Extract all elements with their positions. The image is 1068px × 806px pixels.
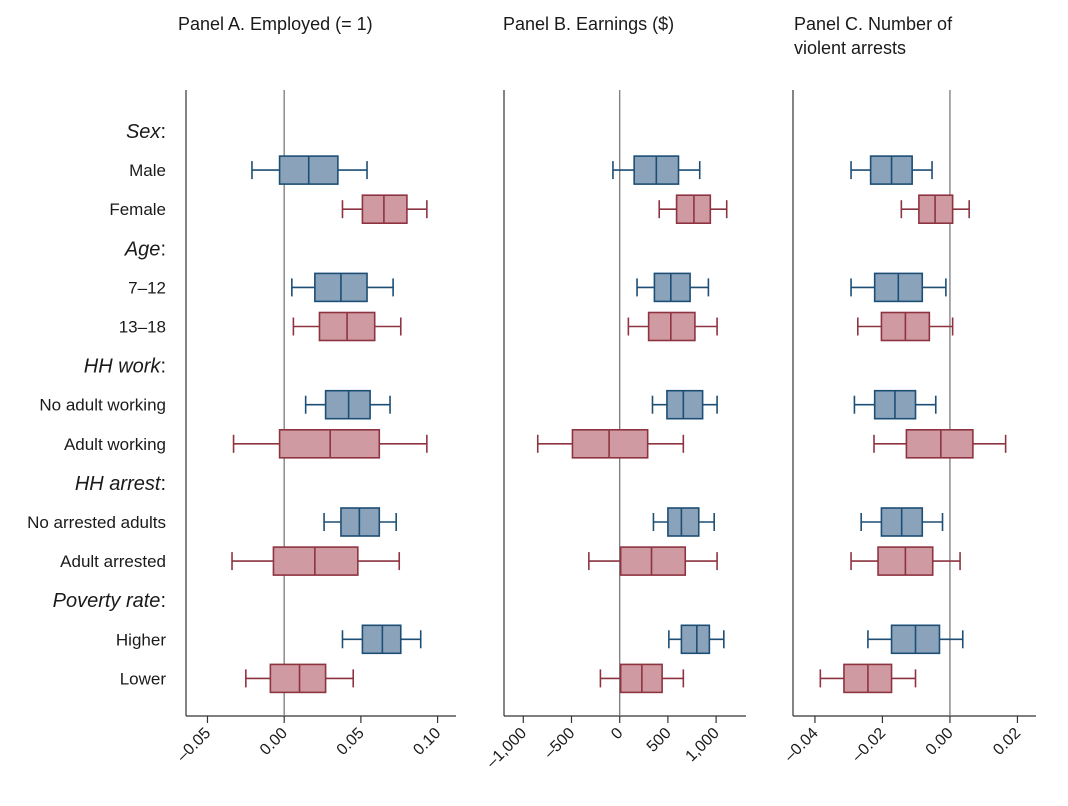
box-female xyxy=(341,194,428,224)
box-no-adult-working xyxy=(304,389,391,420)
iqr-box xyxy=(905,428,974,459)
iqr-box xyxy=(653,272,691,303)
row-label-adult-working: Adult working xyxy=(64,435,166,454)
x-tick-label: 0.10 xyxy=(410,725,444,759)
panel-a: Panel A. Employed (= 1) –0.05 0.00 0.05 0.10 xyxy=(174,14,456,765)
box-lower xyxy=(819,663,917,694)
panel-b: Panel B. Earnings ($) –1,000 –500 0 500 1,000 xyxy=(483,14,746,771)
panel-title: Panel A. Employed (= 1) xyxy=(178,14,373,34)
box-male xyxy=(612,155,701,185)
panel-title: violent arrests xyxy=(794,38,906,58)
x-tick-label: –0.04 xyxy=(781,725,821,765)
panel-title: Panel C. Number of xyxy=(794,14,953,34)
iqr-box xyxy=(619,546,687,576)
x-tick-label: 0 xyxy=(608,725,626,743)
group-label-poverty-rate: Poverty rate: xyxy=(53,590,166,612)
row-label-male: Male xyxy=(129,161,166,180)
panel-c: Panel C. Number of violent arrests –0.04 –0… xyxy=(781,14,1036,765)
iqr-box xyxy=(667,507,700,537)
row-label-female: Female xyxy=(109,200,166,219)
x-tick-label: 0.00 xyxy=(257,725,291,759)
panel-title: Panel B. Earnings ($) xyxy=(503,14,674,34)
box-13-18 xyxy=(627,311,718,342)
x-tick-label: 0.02 xyxy=(990,725,1024,759)
group-label-sex: Sex: xyxy=(126,121,166,143)
box-adult-arrested xyxy=(588,546,718,576)
box-female xyxy=(658,194,728,224)
iqr-box xyxy=(666,389,704,420)
row-label-lower: Lower xyxy=(120,669,167,688)
box-adult-working xyxy=(873,428,1007,459)
x-tick-label: –500 xyxy=(541,725,578,762)
iqr-box xyxy=(680,624,711,655)
box-13-18 xyxy=(292,311,402,342)
row-labels: Sex: Male Female Age: 7–12 13–18 HH work: No ad… xyxy=(27,121,166,688)
box-no-arrested-adults xyxy=(323,507,397,537)
box-adult-arrested xyxy=(850,546,961,576)
group-label-hh-work: HH work: xyxy=(84,356,166,378)
iqr-box xyxy=(269,663,327,694)
row-label-7-12: 7–12 xyxy=(128,278,166,297)
box-no-arrested-adults xyxy=(652,507,715,537)
x-tick-label: 1,000 xyxy=(683,725,723,765)
row-label-13-18: 13–18 xyxy=(119,318,166,337)
x-tick-label: –1,000 xyxy=(483,725,530,772)
box-7-12 xyxy=(850,272,947,303)
box-adult-working xyxy=(232,428,428,459)
group-label-age: Age: xyxy=(124,238,166,260)
box-higher xyxy=(867,624,964,655)
box-lower xyxy=(599,663,685,694)
row-label-adult-arrested: Adult arrested xyxy=(60,552,166,571)
group-label-hh-arrest: HH arrest: xyxy=(75,473,166,495)
x-tick-label: 500 xyxy=(644,725,675,756)
box-13-18 xyxy=(856,311,954,342)
box-7-12 xyxy=(291,272,394,303)
box-higher xyxy=(341,624,422,655)
box-higher xyxy=(668,624,725,655)
x-tick-label: 0.05 xyxy=(334,725,368,759)
box-7-12 xyxy=(636,272,710,303)
row-label-higher: Higher xyxy=(116,630,166,649)
box-male xyxy=(251,155,368,185)
box-adult-working xyxy=(536,428,685,459)
box-no-adult-working xyxy=(651,389,718,420)
iqr-box xyxy=(571,428,649,459)
x-tick-label: –0.05 xyxy=(174,725,214,765)
row-label-no-adult-working: No adult working xyxy=(39,396,166,415)
box-adult-arrested xyxy=(231,546,401,576)
box-female xyxy=(900,194,970,224)
row-label-no-arrested-adults: No arrested adults xyxy=(27,513,166,532)
box-male xyxy=(850,155,933,185)
iqr-box xyxy=(647,311,696,342)
box-lower xyxy=(245,663,355,694)
x-tick-label: 0.00 xyxy=(923,725,957,759)
box-no-adult-working xyxy=(853,389,937,420)
box-no-arrested-adults xyxy=(860,507,944,537)
x-tick-label: –0.02 xyxy=(849,725,889,765)
